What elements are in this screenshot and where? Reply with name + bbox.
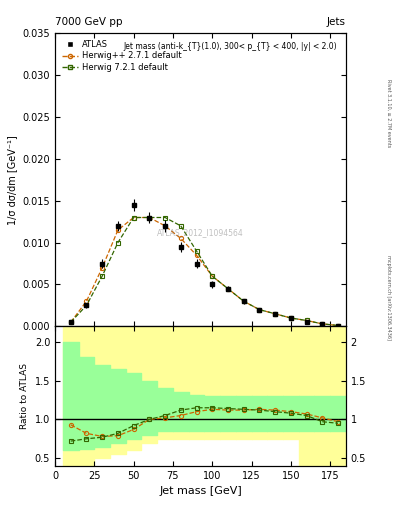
Text: Rivet 3.1.10, ≥ 2.7M events: Rivet 3.1.10, ≥ 2.7M events bbox=[386, 78, 391, 147]
Text: ATLAS_2012_I1094564: ATLAS_2012_I1094564 bbox=[157, 228, 244, 237]
Text: mcplots.cern.ch [arXiv:1306.3436]: mcplots.cern.ch [arXiv:1306.3436] bbox=[386, 254, 391, 339]
Text: Jet mass (anti-k_{T}(1.0), 300< p_{T} < 400, |y| < 2.0): Jet mass (anti-k_{T}(1.0), 300< p_{T} < … bbox=[123, 42, 337, 51]
X-axis label: Jet mass [GeV]: Jet mass [GeV] bbox=[159, 486, 242, 496]
Text: 7000 GeV pp: 7000 GeV pp bbox=[55, 16, 123, 27]
Y-axis label: Ratio to ATLAS: Ratio to ATLAS bbox=[20, 363, 29, 429]
Y-axis label: 1/σ dσ/dm [GeV⁻¹]: 1/σ dσ/dm [GeV⁻¹] bbox=[7, 135, 17, 225]
Text: Jets: Jets bbox=[327, 16, 346, 27]
Legend: ATLAS, Herwig++ 2.7.1 default, Herwig 7.2.1 default: ATLAS, Herwig++ 2.7.1 default, Herwig 7.… bbox=[59, 37, 184, 74]
